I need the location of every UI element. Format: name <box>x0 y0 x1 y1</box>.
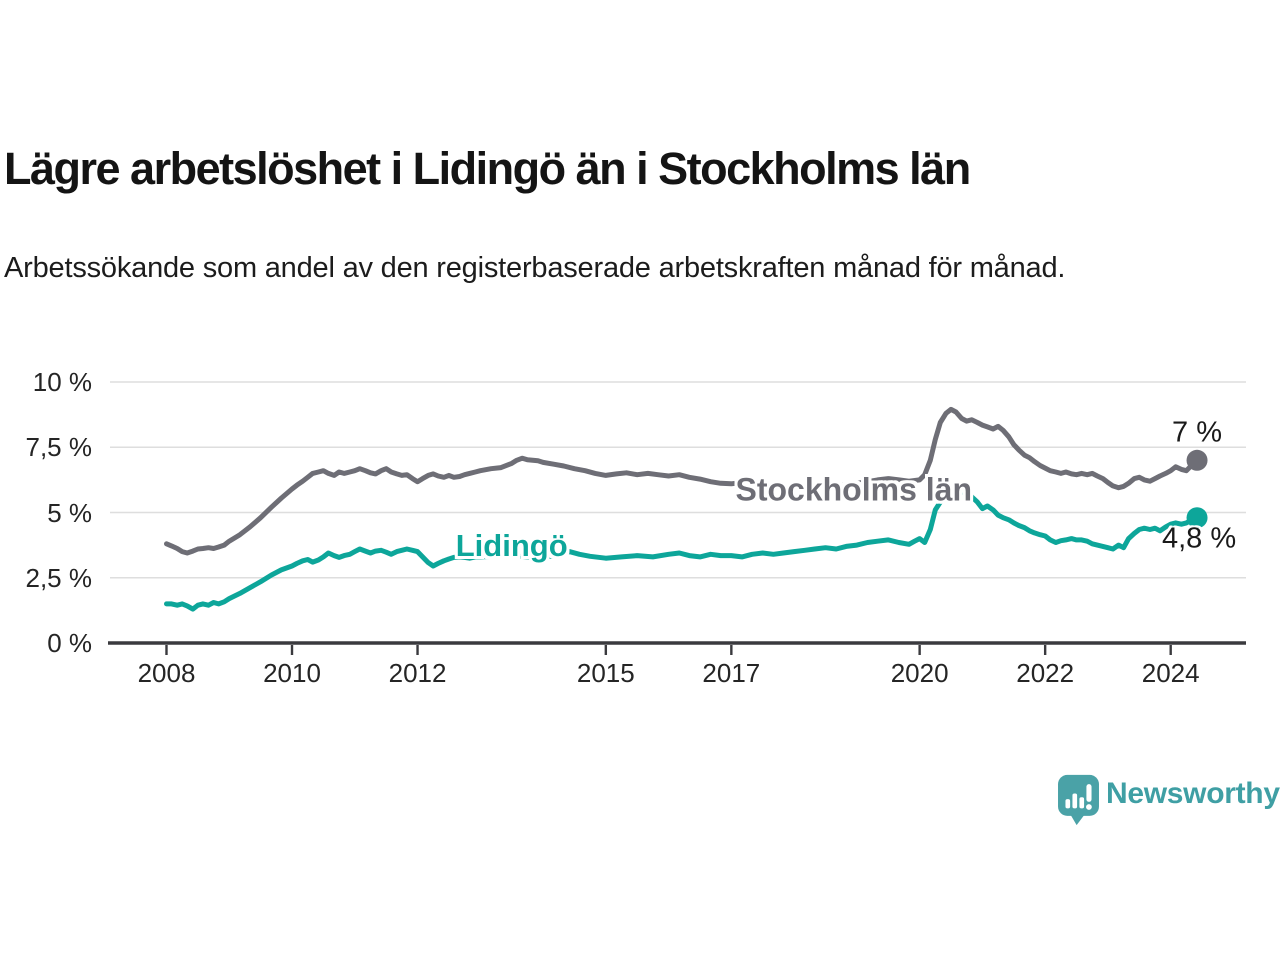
x-tick-label: 2012 <box>388 658 447 688</box>
x-tick-label: 2015 <box>576 658 635 688</box>
newsworthy-logo-icon <box>1058 774 1099 826</box>
chart-title: Lägre arbetslöshet i Lidingö än i Stockh… <box>4 143 971 194</box>
end-dot-lidingo <box>1186 507 1208 529</box>
x-tick-label: 2024 <box>1141 658 1200 688</box>
x-tick-label: 2022 <box>1016 658 1075 688</box>
newsworthy-logo: Newsworthy <box>1056 771 1280 831</box>
y-tick-label: 2,5 % <box>25 562 93 593</box>
end-value-label-stockholms-lan: 7 % <box>1172 416 1223 449</box>
x-tick-label: 2010 <box>263 658 321 688</box>
series-label-stockholms-lan: Stockholms län <box>735 471 972 508</box>
y-tick-label: 10 % <box>32 367 92 397</box>
y-tick-label: 7,5 % <box>25 432 93 463</box>
series-label-lidingo: Lidingö <box>455 527 568 563</box>
end-dot-stockholms-lan <box>1186 449 1208 471</box>
chart-subtitle: Arbetssökande som andel av den registerb… <box>4 252 1066 284</box>
series-line-stockholms-lan <box>164 406 1200 556</box>
y-tick-label: 5 % <box>47 497 92 528</box>
y-tick-label: 0 % <box>47 628 92 658</box>
x-tick-label: 2020 <box>890 658 949 688</box>
x-tick-label: 2017 <box>702 658 761 688</box>
newsworthy-logo-text: Newsworthy <box>1106 777 1280 810</box>
x-tick-label: 2008 <box>137 658 196 688</box>
end-value-label-lidingo: 4,8 % <box>1161 522 1237 555</box>
series-line-lidingo <box>164 489 1200 612</box>
